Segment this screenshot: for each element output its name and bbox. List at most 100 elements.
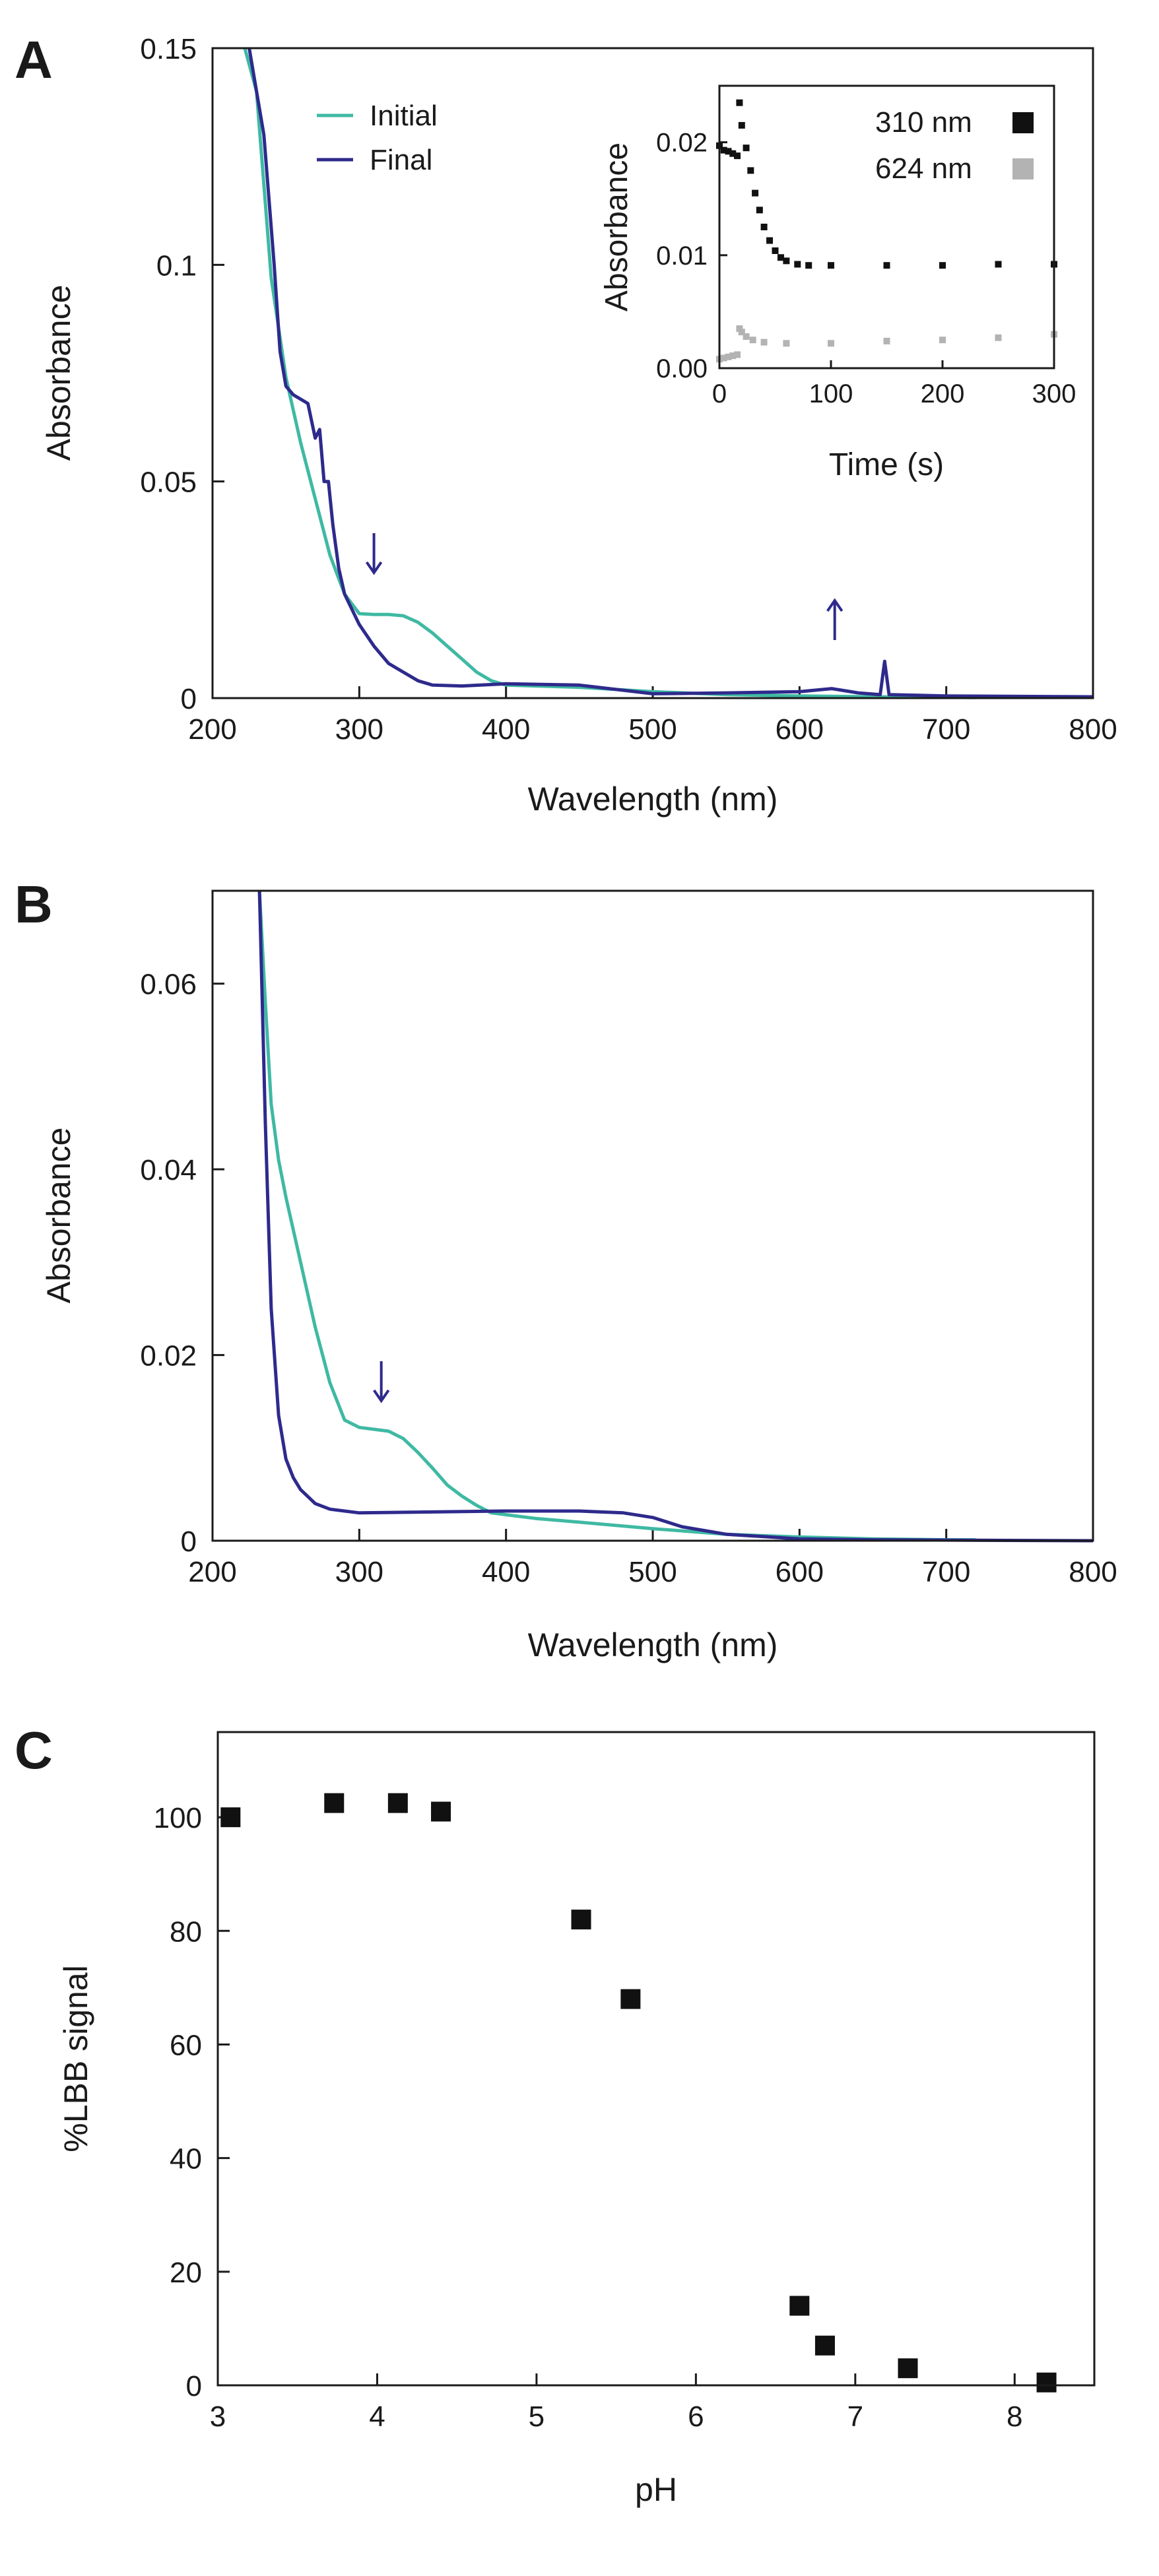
panel-a-y-axis-title: Absorbance [40,285,77,461]
panel-c-y-axis-title: %LBB signal [57,1965,94,2152]
panel-b-arrows [373,1361,390,1403]
inset-point-624 [720,354,727,362]
panel-c-x-tick-label: 5 [529,2400,545,2433]
legend-label-final: Final [370,144,432,176]
panel-a-y-tick-label: 0.05 [140,467,197,499]
data-point [620,1989,641,2009]
panel-b-y-tick-label: 0.02 [140,1340,197,1372]
panel-c-plot-frame [216,1731,1096,2387]
panel-c-x-tick-label: 6 [688,2400,704,2433]
inset-legend: 310 nm 624 nm [875,106,1034,185]
panel-a-y-tick-label: 0.1 [156,249,197,282]
panel-c-y-tick-label: 60 [170,2029,202,2061]
panel-b: B 200 300 400 500 600 700 800 0 0.02 0.04 0.06 Wav… [15,875,1117,1663]
panel-b-x-tick-label: 500 [628,1556,677,1588]
panel-c-x-tick-label: 8 [1007,2400,1022,2433]
inset-point-310 [794,261,801,268]
inset-point-310 [729,150,737,157]
inset-legend-swatch-624 [1012,158,1034,179]
panel-b-ticks: 200 300 400 500 600 700 800 0 0.02 0.04 0.06 [140,969,1117,1588]
inset-legend-label-624: 624 nm [875,152,972,185]
panel-a: A 200 300 400 500 600 700 800 0 0.05 0.1 0.15 Init… [15,30,1117,818]
inset-legend-swatch-310 [1012,112,1034,133]
inset-point-624 [783,340,790,347]
arrow-up-624-head [826,598,844,612]
inset-point-310 [939,262,946,269]
inset-point-310 [766,237,774,244]
panel-b-y-tick-label: 0.04 [140,1154,197,1186]
panel-a-x-tick-label: 600 [776,713,824,746]
inset-y-axis-title: Absorbance [599,143,634,311]
panel-a-arrows [365,533,844,640]
panel-c-points [220,1793,1057,2393]
panel-letter-a: A [15,30,53,89]
data-point [898,2358,918,2379]
inset-x-tick-label: 300 [1032,379,1076,408]
arrow-down-310-head [365,561,383,575]
legend-label-initial: Initial [370,100,438,132]
inset-x-axis-title: Time (s) [829,447,944,482]
inset-point-624 [738,329,745,336]
inset-point-624 [939,337,946,344]
panel-c-x-tick-label: 3 [210,2400,226,2433]
panel-a-y-tick-label: 0 [181,683,197,715]
panel-c-y-tick-label: 40 [170,2143,202,2175]
panel-c-x-axis-title: pH [635,2471,677,2508]
panel-c-x-tick-label: 4 [369,2400,385,2433]
panel-b-x-tick-label: 800 [1069,1556,1117,1588]
panel-a-curves [243,48,1094,699]
panel-b-x-axis-title: Wavelength (nm) [528,1626,778,1663]
inset-x-tick-label: 200 [921,379,965,408]
panel-b-y-tick-label: 0 [181,1526,197,1558]
data-point [571,1910,591,1930]
inset-point-310 [883,262,890,269]
inset-point-310 [756,207,763,214]
inset-point-624 [734,351,741,358]
panel-b-x-tick-label: 400 [482,1556,530,1588]
panel-letter-c: C [15,1721,53,1780]
arrow-down-315-head [373,1389,390,1403]
panel-b-x-tick-label: 300 [335,1556,383,1588]
inset-point-310 [734,152,741,160]
panel-b-x-tick-label: 600 [776,1556,824,1588]
inset-point-310 [743,145,750,152]
inset-ticks: 0 100 200 300 0.00 0.01 0.02 [656,129,1076,408]
panel-c-x-tick-label: 7 [847,2400,863,2433]
data-point [789,2296,810,2316]
inset-point-310 [805,262,812,269]
panel-c-y-tick-label: 80 [170,1916,202,1948]
panel-a-inset: 0 100 200 300 0.00 0.01 0.02 310 nm 624 nm Tim… [599,84,1076,482]
panel-a-x-tick-label: 800 [1069,713,1117,746]
inset-point-624 [760,338,768,346]
series-line-final [257,890,1094,1543]
panel-letter-b: B [15,875,53,934]
panel-c-y-tick-label: 0 [186,2370,202,2402]
panel-a-x-axis-title: Wavelength (nm) [528,781,778,818]
data-point [387,1793,408,1813]
panel-c-y-tick-label: 20 [170,2257,202,2289]
panel-a-ticks: 200 300 400 500 600 700 800 0 0.05 0.1 0.15 [140,33,1117,746]
inset-point-624 [736,325,743,333]
inset-points [716,99,1057,363]
data-point [431,1801,451,1822]
series-line-initial [257,890,976,1542]
panel-b-y-axis-title: Absorbance [40,1128,77,1304]
inset-y-tick-label: 0.02 [656,129,708,158]
inset-point-310 [783,257,790,265]
data-point [1036,2372,1057,2393]
inset-point-624 [828,340,834,347]
panel-b-y-tick-label: 0.06 [140,969,197,1001]
panel-b-x-tick-label: 200 [188,1556,236,1588]
inset-point-624 [725,353,732,360]
panel-a-x-tick-label: 500 [628,713,677,746]
inset-point-310 [777,254,784,261]
inset-point-310 [736,99,743,106]
inset-y-tick-label: 0.01 [656,242,708,271]
series-line-final [248,48,1094,699]
inset-point-310 [995,261,1002,268]
inset-point-624 [729,352,737,360]
inset-background [719,86,1054,368]
inset-y-tick-label: 0.00 [656,354,708,383]
panel-a-x-tick-label: 700 [922,713,970,746]
